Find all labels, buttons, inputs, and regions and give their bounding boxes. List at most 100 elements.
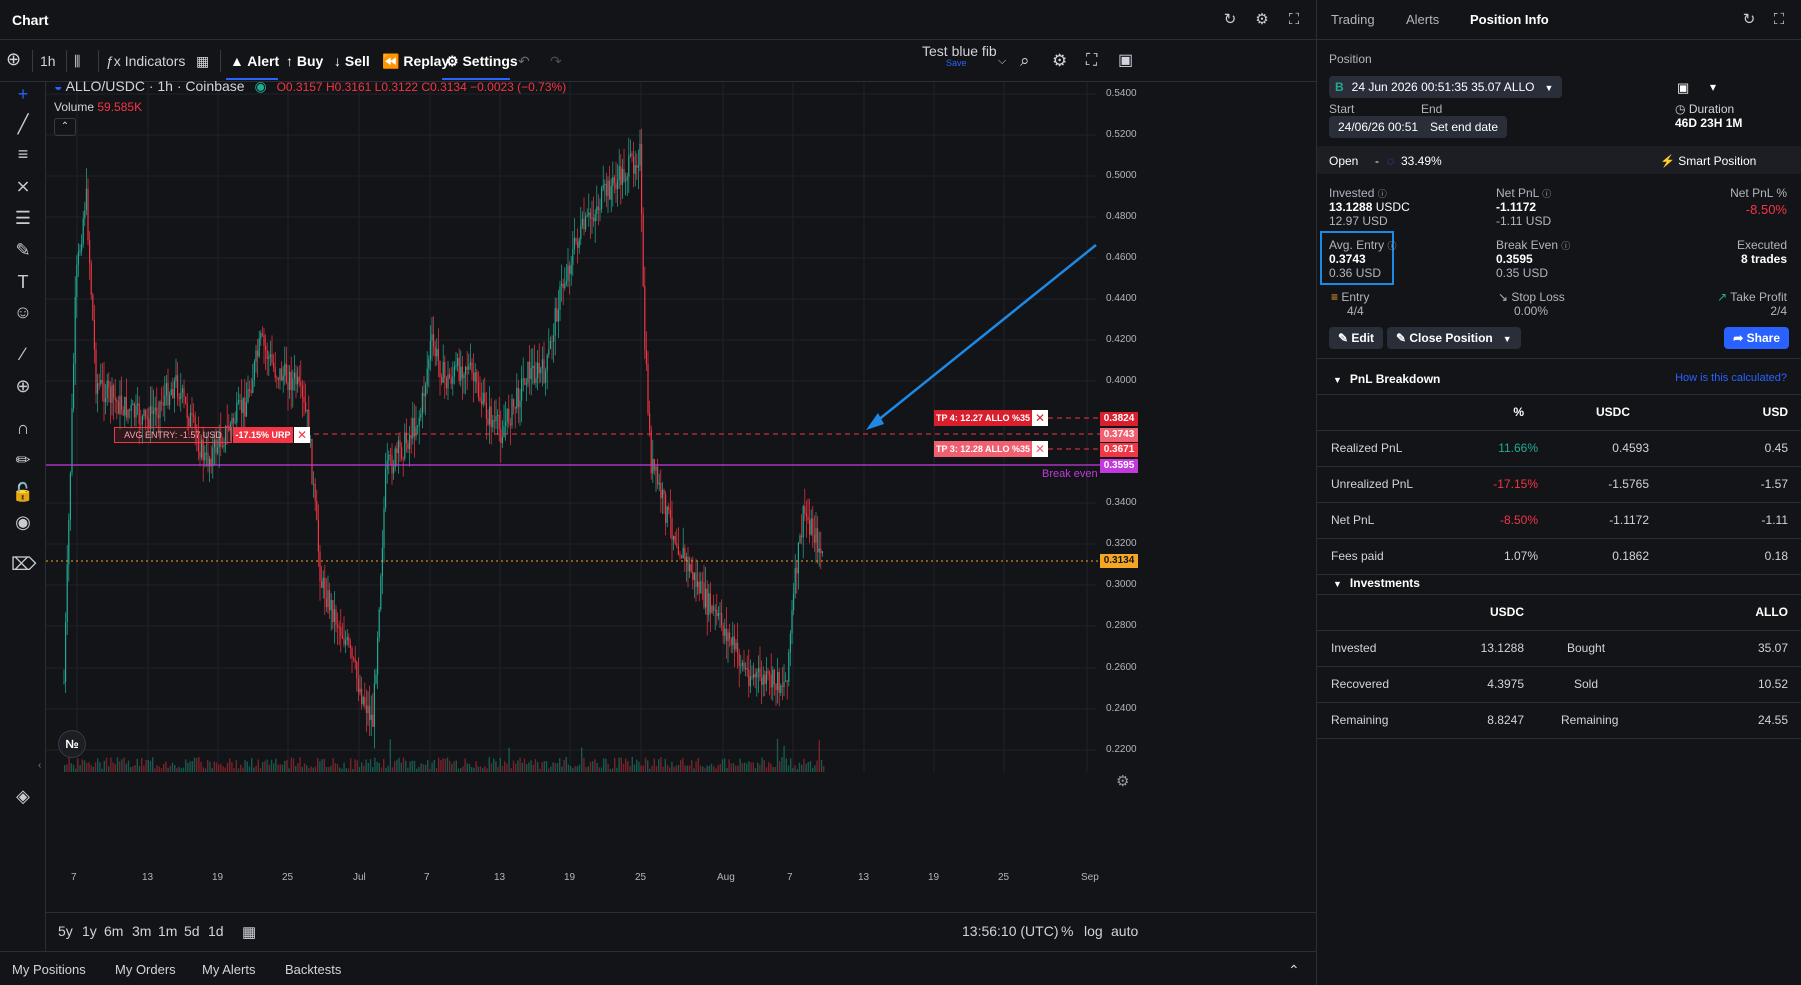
candles-svg[interactable]: [46, 82, 1316, 880]
info-icon[interactable]: ⓘ: [1387, 241, 1397, 251]
lock-icon[interactable]: 🔓: [11, 482, 35, 502]
how-calculated-link[interactable]: How is this calculated?: [1675, 372, 1787, 384]
price-axis[interactable]: 0.5400 0.5200 0.5000 0.4800 0.4600 0.4400 0.42…: [1092, 82, 1144, 880]
camera-icon[interactable]: ▣: [1118, 52, 1134, 69]
auto-toggle[interactable]: auto: [1111, 923, 1139, 939]
refresh-panel-icon[interactable]: ↻: [1742, 11, 1756, 28]
smart-position-toggle[interactable]: ⚡ Smart Position: [1660, 154, 1757, 168]
fullscreen-chart-icon[interactable]: ⛶: [1086, 52, 1098, 69]
scroll-left-icon[interactable]: ‹: [38, 760, 42, 771]
tab-my-orders[interactable]: My Orders: [115, 962, 176, 977]
ruler-icon[interactable]: ∕: [21, 344, 25, 364]
gear-icon[interactable]: ⚙: [1255, 11, 1269, 28]
layers-icon[interactable]: ◈: [16, 786, 30, 806]
avg-entry-label[interactable]: AVG ENTRY: -1.57 USD: [114, 427, 232, 443]
buy-button[interactable]: ↑ Buy: [286, 50, 323, 72]
emoji-icon[interactable]: ☺: [13, 302, 33, 322]
tab-my-positions[interactable]: My Positions: [12, 962, 86, 977]
indicators-button[interactable]: ƒx Indicators: [106, 50, 185, 72]
tab-trading[interactable]: Trading: [1331, 12, 1375, 27]
crosshair-icon[interactable]: +: [17, 84, 29, 104]
range-5y[interactable]: 5y: [58, 923, 73, 939]
trash-icon[interactable]: ⌦: [11, 554, 37, 574]
chevron-down-icon[interactable]: ⌵: [998, 55, 1007, 67]
redo-icon[interactable]: ↷: [550, 53, 562, 69]
edit-button[interactable]: ✎ Edit: [1329, 327, 1384, 349]
templates-icon[interactable]: ▦: [196, 53, 210, 69]
alert-button[interactable]: ▲ Alert: [230, 50, 279, 72]
tab-my-alerts[interactable]: My Alerts: [202, 962, 256, 977]
range-1d[interactable]: 1d: [208, 923, 224, 939]
sell-button[interactable]: ↓ Sell: [334, 50, 370, 72]
candle-body: [719, 612, 721, 614]
magnet-icon[interactable]: ∩: [16, 418, 30, 438]
price-chart[interactable]: ◒ ALLO/USDC · 1h · Coinbase ◉ O0.3157 H0…: [38, 78, 1316, 880]
lock-drawing-icon[interactable]: ✏: [15, 450, 31, 470]
pnl-breakdown-header[interactable]: ▼ PnL Breakdown: [1333, 372, 1441, 386]
brush-icon[interactable]: ✎: [15, 240, 31, 260]
date-range-icon[interactable]: ▦: [242, 924, 257, 941]
collapse-legend-icon[interactable]: ⌃: [54, 118, 76, 136]
candle-body: [503, 426, 505, 438]
clock-time[interactable]: 13:56:10 (UTC): [962, 923, 1059, 939]
info-icon[interactable]: ⓘ: [1377, 189, 1387, 199]
range-6m[interactable]: 6m: [104, 923, 124, 939]
info-icon[interactable]: ⓘ: [1561, 241, 1571, 251]
range-5d[interactable]: 5d: [184, 923, 200, 939]
tab-position-info[interactable]: Position Info: [1470, 12, 1549, 27]
tp4-label[interactable]: TP 4: 12.27 ALLO %35: [934, 410, 1032, 426]
quick-search-icon[interactable]: ⌕: [1020, 51, 1030, 70]
candle-body: [682, 547, 684, 559]
tab-alerts[interactable]: Alerts: [1406, 12, 1440, 27]
horizontal-lines-icon[interactable]: ≡: [17, 144, 29, 164]
candle-body: [183, 388, 185, 397]
settings-button[interactable]: ⚙ Settings: [446, 50, 518, 72]
axis-settings-icon[interactable]: ⚙: [1116, 773, 1130, 790]
range-1y[interactable]: 1y: [82, 923, 97, 939]
volume-bar: [343, 762, 345, 772]
layout-save-label[interactable]: Save: [946, 58, 967, 68]
time-axis[interactable]: 7 13 19 25 Jul 7 13 19 25 Aug 7 13 19 25 Sep: [46, 872, 1266, 910]
log-toggle[interactable]: log: [1084, 923, 1103, 939]
fullscreen-icon[interactable]: ⛶: [1288, 11, 1300, 28]
avg-entry-usd: 0.36 USD: [1329, 266, 1382, 280]
candle-body: [716, 609, 718, 617]
tab-backtests[interactable]: Backtests: [285, 962, 342, 977]
candle-type-icon[interactable]: ⫼: [74, 53, 81, 69]
zoom-icon[interactable]: ⊕: [15, 376, 31, 396]
position-select[interactable]: B 24 Jun 2026 00:51:35 35.07 ALLO ▼: [1329, 76, 1563, 98]
close-tp3-icon[interactable]: ✕: [1032, 441, 1048, 457]
volume-bar: [160, 768, 163, 772]
set-end-date-button[interactable]: Set end date: [1421, 116, 1508, 138]
save-icon[interactable]: ▣: [1677, 80, 1690, 95]
position-dropdown-icon[interactable]: ▾: [1710, 80, 1717, 94]
chart-settings-icon[interactable]: ⚙: [1052, 51, 1068, 70]
fib-icon[interactable]: ☰: [14, 208, 32, 228]
layout-name[interactable]: Test blue fib: [922, 43, 997, 59]
replay-button[interactable]: ⏪ Replay: [382, 50, 449, 72]
expand-panel-icon[interactable]: ⌃: [1288, 962, 1300, 978]
undo-icon[interactable]: ↶: [518, 53, 530, 69]
tp3-label[interactable]: TP 3: 12.28 ALLO %35: [934, 441, 1032, 457]
investments-header[interactable]: ▼ Investments: [1333, 576, 1420, 590]
candle-body: [335, 609, 337, 625]
candle-body: [807, 516, 809, 521]
share-button[interactable]: ➦ Share: [1724, 327, 1789, 349]
range-1m[interactable]: 1m: [158, 923, 178, 939]
range-3m[interactable]: 3m: [132, 923, 152, 939]
add-symbol-icon[interactable]: ⊕: [6, 49, 22, 69]
info-icon[interactable]: ⓘ: [1542, 189, 1552, 199]
text-icon[interactable]: T: [17, 272, 29, 292]
trendline-icon[interactable]: ╱: [17, 114, 29, 134]
start-date-field[interactable]: 24/06/26 00:51: [1329, 116, 1428, 138]
close-position-button[interactable]: ✎ Close Position ▼: [1387, 327, 1521, 349]
eye-icon[interactable]: ◉: [15, 512, 31, 532]
percent-toggle[interactable]: %: [1061, 923, 1074, 939]
pattern-icon[interactable]: ⨯: [15, 176, 31, 196]
close-avg-entry-icon[interactable]: ✕: [294, 427, 310, 443]
refresh-icon[interactable]: ↻: [1223, 11, 1237, 28]
expand-window-icon[interactable]: ⛶: [1773, 11, 1785, 28]
close-tp4-icon[interactable]: ✕: [1032, 410, 1048, 426]
interval-button[interactable]: 1h: [40, 53, 56, 69]
symbol-label[interactable]: ALLO/USDC · 1h · Coinbase: [65, 78, 245, 94]
